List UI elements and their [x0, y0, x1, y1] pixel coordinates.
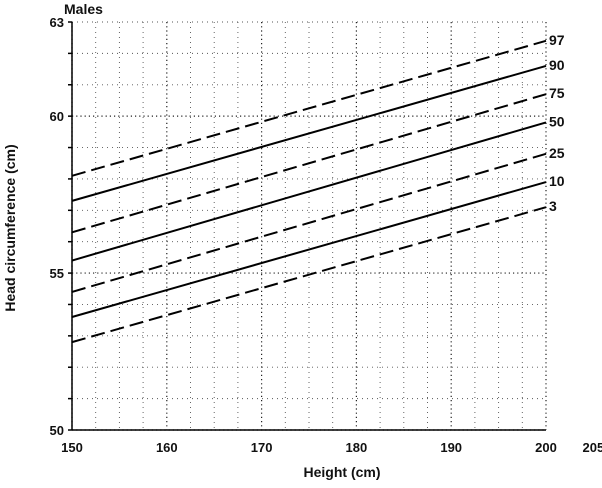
- chart-title: Males: [64, 1, 103, 17]
- x-axis-label: Height (cm): [304, 464, 381, 480]
- x-tick-label: 200: [535, 440, 557, 455]
- percentile-curves: [71, 39, 547, 344]
- x-tick-label: 205: [583, 440, 602, 455]
- percentile-label-25: 25: [549, 145, 565, 161]
- y-axis-label: Head circumference (cm): [2, 144, 18, 311]
- y-tick-label: 55: [50, 266, 64, 281]
- percentile-curve-25: [71, 152, 547, 293]
- percentile-labels: 97 90 75 50 25 10 3: [549, 32, 565, 214]
- percentile-label-3: 3: [549, 198, 557, 214]
- axes: [68, 21, 546, 431]
- percentile-curve-10: [71, 181, 547, 318]
- percentile-label-50: 50: [549, 113, 565, 129]
- percentile-curve-50: [71, 121, 547, 262]
- y-tick-label: 60: [50, 109, 64, 124]
- x-tick-label: 160: [156, 440, 178, 455]
- tick-labels: 150 160 170 180 190 200 205 50 55 60 63: [50, 15, 602, 455]
- percentile-label-97: 97: [549, 32, 565, 48]
- grid: [71, 21, 547, 431]
- percentile-curve-75: [71, 93, 547, 234]
- percentile-label-90: 90: [549, 57, 565, 73]
- y-tick-label: 50: [50, 423, 64, 438]
- x-tick-label: 150: [61, 440, 83, 455]
- x-tick-label: 170: [251, 440, 273, 455]
- y-tick-label: 63: [50, 15, 64, 30]
- percentile-label-10: 10: [549, 173, 565, 189]
- x-tick-label: 190: [440, 440, 462, 455]
- percentile-label-75: 75: [549, 85, 565, 101]
- percentile-curve-3: [71, 206, 547, 344]
- x-tick-label: 180: [346, 440, 368, 455]
- percentile-curve-90: [71, 64, 547, 202]
- percentile-curve-97: [71, 39, 547, 177]
